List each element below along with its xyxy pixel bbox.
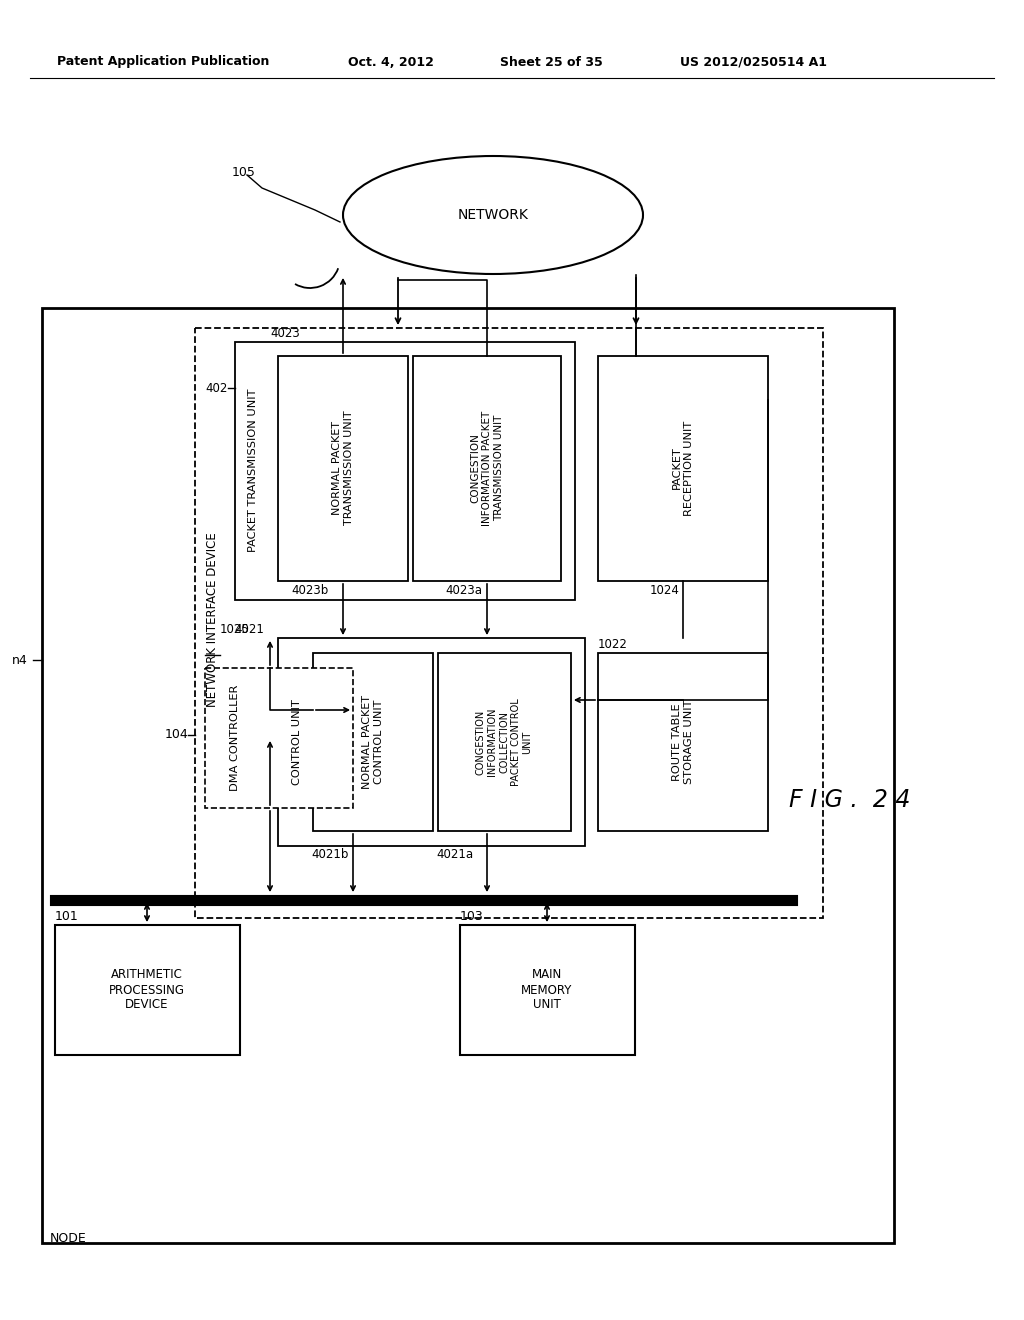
Text: PACKET
RECEPTION UNIT: PACKET RECEPTION UNIT — [672, 420, 694, 516]
Text: 4023: 4023 — [270, 327, 300, 341]
Text: CONGESTION
INFORMATION PACKET
TRANSMISSION UNIT: CONGESTION INFORMATION PACKET TRANSMISSI… — [470, 411, 504, 525]
Text: MAIN
MEMORY
UNIT: MAIN MEMORY UNIT — [521, 969, 572, 1011]
Text: 1025: 1025 — [220, 623, 250, 636]
Text: NODE: NODE — [50, 1232, 87, 1245]
Text: 4021: 4021 — [234, 623, 264, 636]
Text: DMA CONTROLLER: DMA CONTROLLER — [230, 685, 240, 791]
Text: 4021a: 4021a — [436, 847, 473, 861]
Bar — [205, 668, 353, 808]
Text: 105: 105 — [232, 165, 256, 178]
Text: CONGESTION
INFORMATION
COLLECTION
PACKET CONTROL
UNIT: CONGESTION INFORMATION COLLECTION PACKET… — [476, 698, 532, 785]
Bar — [313, 653, 433, 832]
Text: CONTROL UNIT: CONTROL UNIT — [292, 700, 302, 785]
Bar — [413, 356, 561, 581]
Bar — [278, 638, 585, 846]
Text: PACKET TRANSMISSION UNIT: PACKET TRANSMISSION UNIT — [248, 388, 258, 552]
Text: NETWORK INTERFACE DEVICE: NETWORK INTERFACE DEVICE — [206, 533, 218, 708]
Bar — [55, 925, 240, 1055]
Text: 103: 103 — [460, 909, 483, 923]
Text: 402: 402 — [206, 381, 228, 395]
Text: NETWORK: NETWORK — [458, 209, 528, 222]
Text: 4023a: 4023a — [445, 583, 482, 597]
Bar — [195, 327, 823, 917]
Text: Sheet 25 of 35: Sheet 25 of 35 — [500, 55, 603, 69]
Text: 1024: 1024 — [650, 583, 680, 597]
Bar — [234, 342, 575, 601]
Text: 4021b: 4021b — [311, 847, 349, 861]
Text: n4: n4 — [12, 653, 28, 667]
Bar — [42, 308, 894, 1243]
Text: F I G .  2 4: F I G . 2 4 — [790, 788, 910, 812]
Text: ARITHMETIC
PROCESSING
DEVICE: ARITHMETIC PROCESSING DEVICE — [109, 969, 185, 1011]
Text: 1022: 1022 — [598, 638, 628, 651]
Text: US 2012/0250514 A1: US 2012/0250514 A1 — [680, 55, 827, 69]
Bar — [598, 653, 768, 832]
Text: NORMAL PACKET
CONTROL UNIT: NORMAL PACKET CONTROL UNIT — [362, 696, 384, 789]
Text: ROUTE TABLE
STORAGE UNIT: ROUTE TABLE STORAGE UNIT — [672, 700, 694, 784]
Text: 4023b: 4023b — [292, 583, 329, 597]
Text: NORMAL PACKET
TRANSMISSION UNIT: NORMAL PACKET TRANSMISSION UNIT — [332, 411, 354, 525]
Text: Patent Application Publication: Patent Application Publication — [57, 55, 269, 69]
Text: Oct. 4, 2012: Oct. 4, 2012 — [348, 55, 434, 69]
Bar — [278, 356, 408, 581]
Bar — [598, 356, 768, 581]
Text: 104: 104 — [164, 729, 188, 742]
Text: 101: 101 — [55, 909, 79, 923]
Bar — [438, 653, 571, 832]
Bar — [460, 925, 635, 1055]
